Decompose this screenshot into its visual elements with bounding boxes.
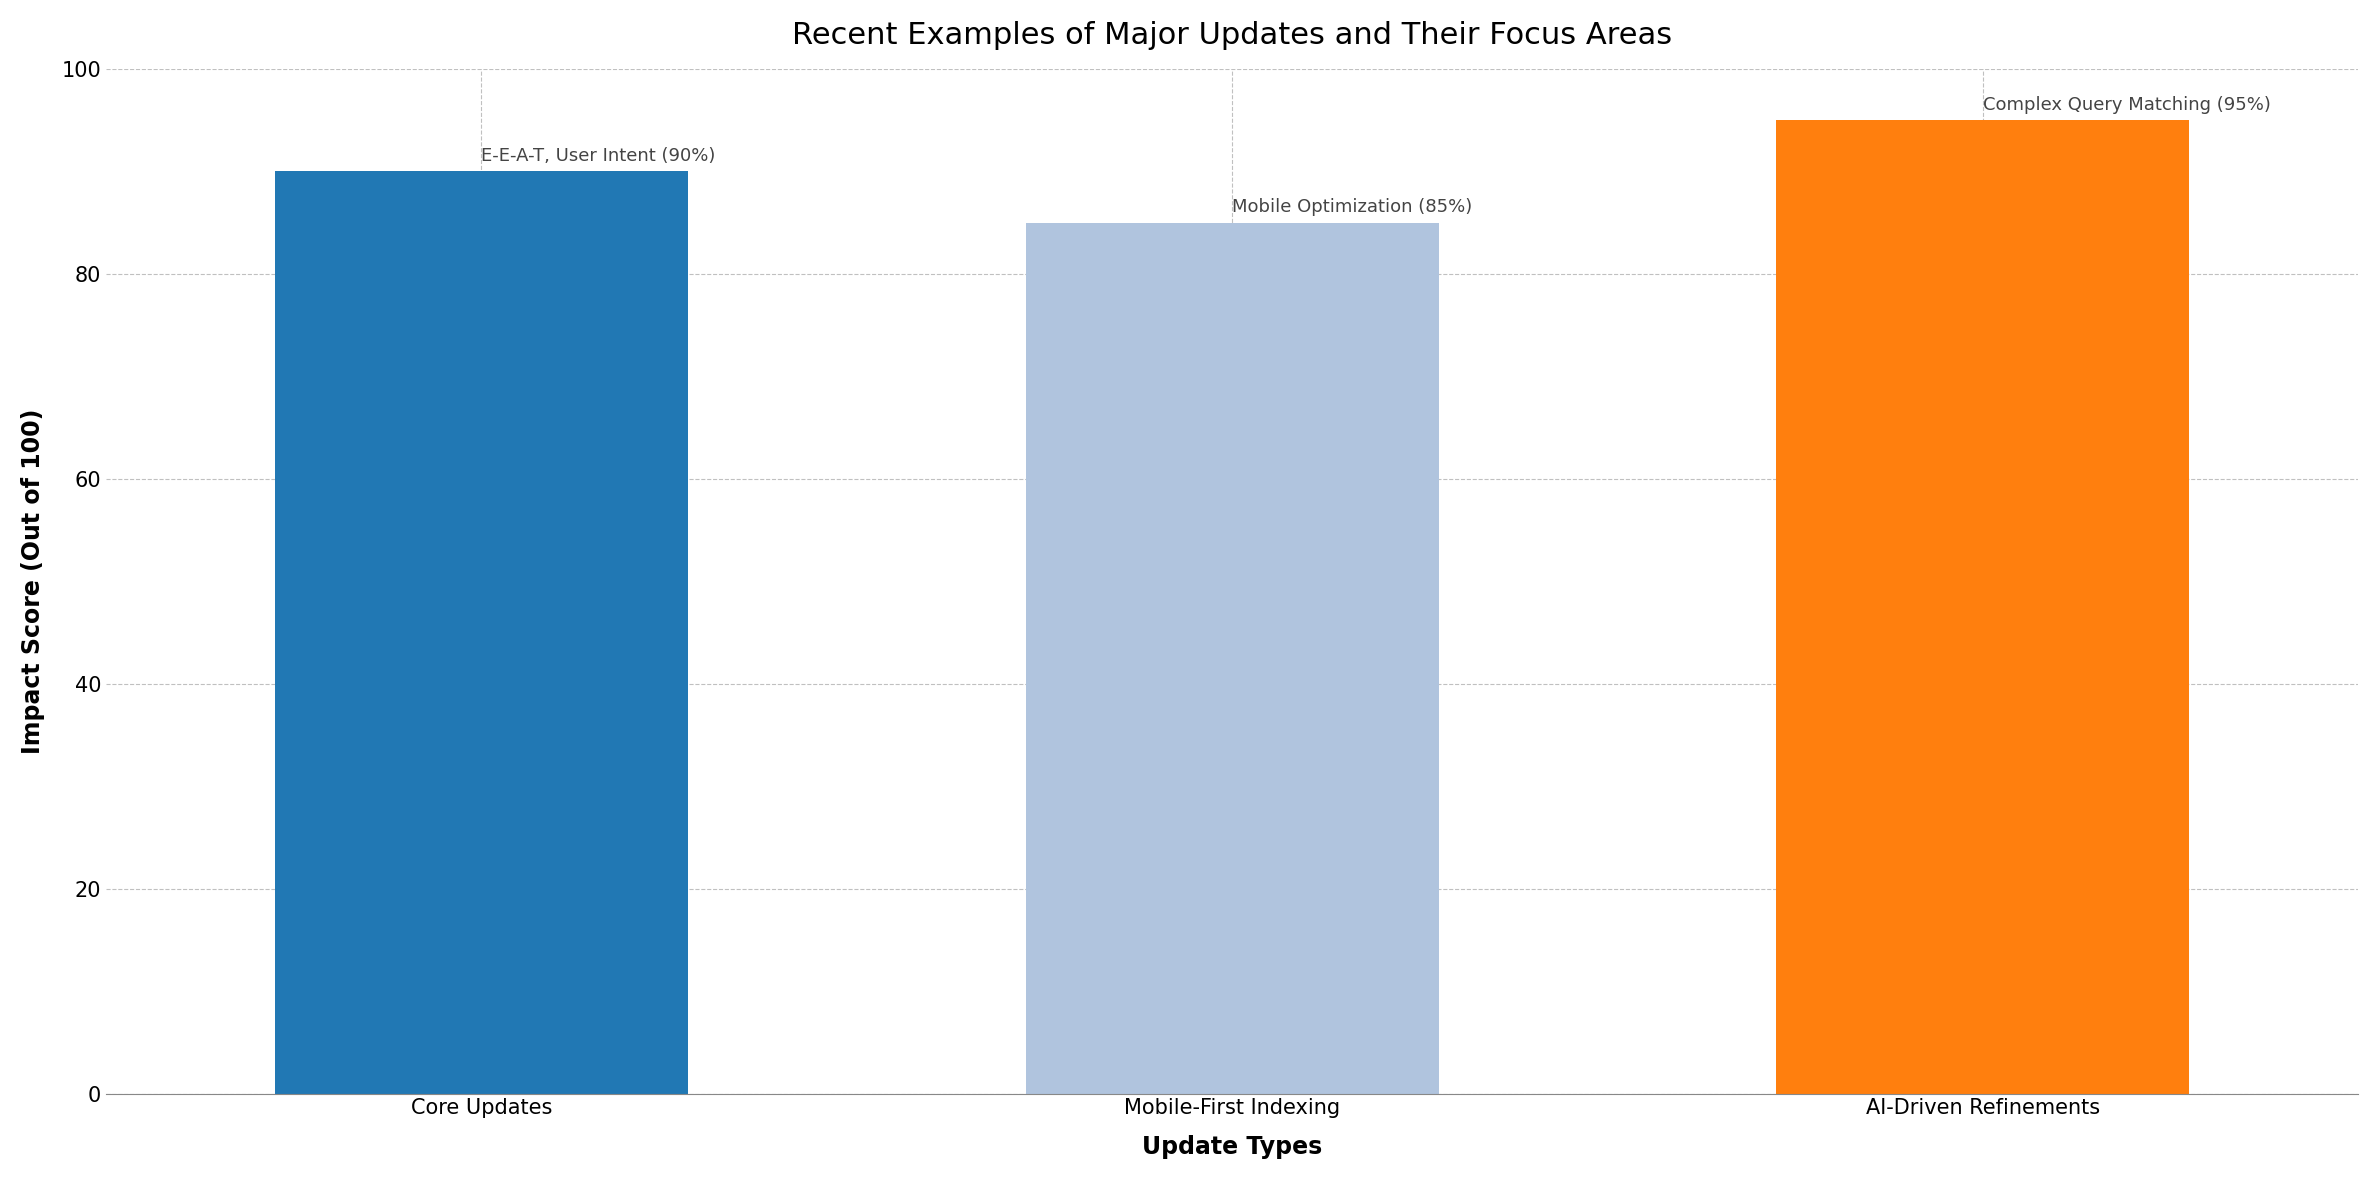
Y-axis label: Impact Score (Out of 100): Impact Score (Out of 100)	[21, 408, 45, 754]
Bar	[1777, 120, 2189, 1094]
Text: E-E-A-T, User Intent (90%): E-E-A-T, User Intent (90%)	[481, 148, 716, 165]
Text: Mobile Optimization (85%): Mobile Optimization (85%)	[1232, 198, 1473, 216]
Bar	[276, 171, 688, 1094]
Text: Complex Query Matching (95%): Complex Query Matching (95%)	[1982, 96, 2270, 114]
X-axis label: Update Types: Update Types	[1142, 1135, 1323, 1159]
Bar	[1025, 223, 1439, 1094]
Title: Recent Examples of Major Updates and Their Focus Areas: Recent Examples of Major Updates and The…	[792, 21, 1672, 50]
